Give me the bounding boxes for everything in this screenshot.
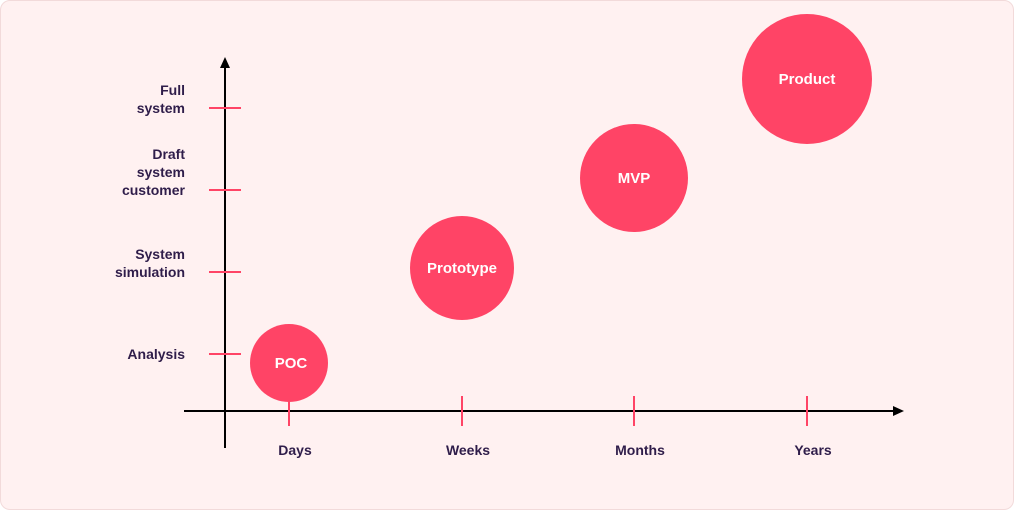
bubble-mvp: [580, 124, 688, 232]
y-axis-arrow-icon: [220, 57, 230, 68]
x-axis-arrow-icon: [893, 406, 904, 416]
y-tick-label: Draft system customer: [122, 146, 186, 198]
bubble-label: POC: [275, 355, 308, 372]
x-tick-label: Years: [794, 442, 832, 458]
y-tick-label: System simulation: [115, 246, 185, 280]
bubble-label: Prototype: [427, 260, 497, 277]
x-tick-label: Weeks: [446, 442, 490, 458]
x-tick-label: Months: [615, 442, 665, 458]
x-tick-label: Days: [278, 442, 312, 458]
bubble-product: [742, 14, 872, 144]
bubble-label: MVP: [618, 170, 651, 187]
y-tick-label: Full system: [137, 82, 185, 116]
y-tick-label: Analysis: [127, 346, 185, 362]
bubble-prototype: [410, 216, 514, 320]
bubble-poc: [250, 324, 328, 402]
bubble-label: Product: [779, 71, 836, 88]
